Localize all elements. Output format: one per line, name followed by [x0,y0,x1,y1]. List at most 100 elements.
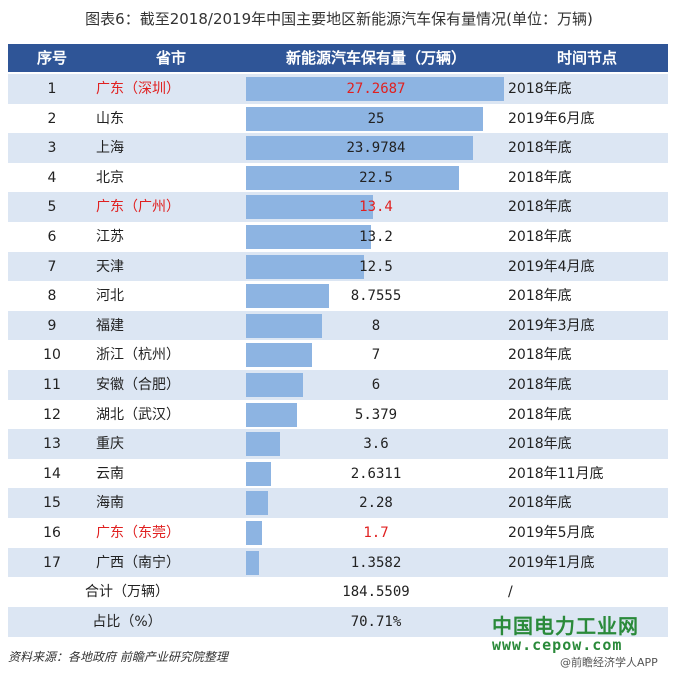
header-time: 时间节点 [556,49,617,67]
row-value: 27.2687 [346,81,406,97]
row-time: 2019年4月底 [508,258,595,275]
table-header: 序号 省市 新能源汽车保有量（万辆） 时间节点 [8,44,668,72]
row-index: 6 [47,229,57,245]
row-region: 北京 [96,169,124,186]
value-bar [246,461,271,486]
table-row: 16 广东（东莞） 1.7 2019年5月底 [8,518,668,548]
row-index: 14 [43,465,61,482]
table-row: 5 广东（广州） 13.4 2018年底 [8,192,668,223]
header-index: 序号 [36,49,67,67]
value-bar [246,136,473,161]
row-index: 1 [47,81,57,97]
table-row: 8 河北 8.7555 2018年底 [8,281,668,312]
value-bar [246,343,313,368]
row-region: 广东（深圳） [96,81,180,97]
value-bar [246,254,365,279]
row-time: 2019年6月底 [508,110,595,127]
share-label: 占比（%） [92,613,162,630]
row-value: 5.379 [354,406,398,423]
row-time: 2019年5月底 [508,525,595,541]
row-value: 23.9784 [346,140,406,157]
table-row: 17 广西（南宁） 1.3582 2019年1月底 [8,547,668,578]
value-bar [246,106,483,131]
row-value: 2.6311 [350,465,402,482]
row-index: 15 [43,495,61,512]
total-label: 合计（万辆） [85,584,169,601]
row-value: 1.7 [363,525,389,541]
total-row: 合计（万辆） 184.5509 / [8,577,668,608]
row-index: 11 [43,377,61,393]
row-region: 广东（广州） [96,199,180,216]
table-row: 14 云南 2.6311 2018年11月底 [8,458,668,489]
row-time: 2018年底 [508,495,572,512]
row-index: 8 [47,288,57,305]
row-index: 5 [47,199,57,216]
value-bar [246,284,329,309]
total-value: 184.5509 [342,584,410,601]
row-time: 2018年底 [508,406,572,423]
row-time: 2018年底 [508,347,572,364]
row-region: 福建 [96,317,124,334]
row-region: 广东（东莞） [96,525,180,541]
value-bar [246,195,373,220]
row-region: 湖北（武汉） [96,406,180,423]
row-value: 12.5 [359,258,393,275]
row-time: 2018年11月底 [508,465,604,482]
share-value: 70.71% [350,613,402,630]
row-region: 山东 [96,110,124,127]
table-row: 10 浙江（杭州） 7 2018年底 [8,340,668,371]
row-region: 江苏 [96,229,124,245]
row-time: 2019年1月底 [508,554,595,571]
value-bar [246,313,322,338]
total-time: / [508,584,513,601]
row-time: 2019年3月底 [508,317,595,334]
row-time: 2018年底 [508,288,572,305]
value-bar [246,373,303,397]
value-bar [246,521,263,545]
table-row: 7 天津 12.5 2019年4月底 [8,251,668,282]
row-value: 6 [371,377,381,393]
row-region: 重庆 [96,436,124,453]
row-value: 13.4 [359,199,393,216]
table-row: 15 海南 2.28 2018年底 [8,488,668,519]
row-region: 云南 [96,465,124,482]
table-row: 1 广东（深圳） 27.2687 2018年底 [8,74,668,104]
row-region: 安徽（合肥） [96,377,180,393]
row-index: 7 [47,258,57,275]
row-value: 8 [371,317,381,334]
row-value: 2.28 [359,495,393,512]
watermark-app: @前瞻经济学人APP [560,656,658,669]
value-bar [246,165,459,190]
row-time: 2018年底 [508,140,572,157]
row-value: 1.3582 [350,554,402,571]
row-time: 2018年底 [508,169,572,186]
value-bar [246,491,268,516]
row-value: 22.5 [359,169,393,186]
row-index: 12 [43,406,61,423]
row-value: 7 [371,347,381,364]
header-region: 省市 [155,49,186,67]
table-row: 13 重庆 3.6 2018年底 [8,429,668,460]
row-value: 3.6 [363,436,389,453]
value-bar [246,550,259,575]
row-region: 广西（南宁） [96,554,180,571]
row-value: 13.2 [359,229,393,245]
watermark-url: www.cepow.com [492,636,623,654]
row-region: 上海 [96,140,124,157]
row-time: 2018年底 [508,229,572,245]
table-row: 6 江苏 13.2 2018年底 [8,222,668,252]
row-index: 2 [47,110,57,127]
row-region: 浙江（杭州） [96,347,180,364]
table-row: 9 福建 8 2019年3月底 [8,310,668,341]
row-index: 16 [43,525,61,541]
row-region: 河北 [96,288,124,305]
value-bar [246,402,297,427]
header-value: 新能源汽车保有量（万辆） [285,49,466,67]
row-index: 3 [47,140,57,157]
value-bar [246,432,281,457]
chart-title: 图表6：截至2018/2019年中国主要地区新能源汽车保有量情况(单位：万辆) [85,10,593,28]
row-region: 天津 [96,258,124,275]
share-row: 占比（%） 70.71% [8,606,668,637]
table-row: 11 安徽（合肥） 6 2018年底 [8,370,668,400]
row-index: 10 [43,347,61,364]
